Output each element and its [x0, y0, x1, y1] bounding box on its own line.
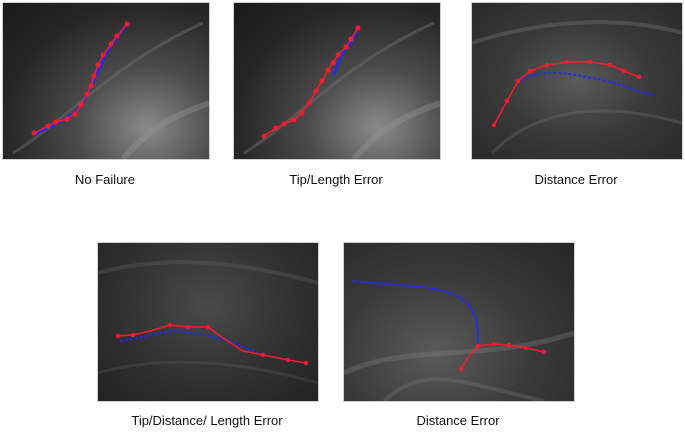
ground-truth-line — [519, 72, 655, 96]
panel-distance-error-2 — [343, 242, 575, 402]
caption-distance-error-1: Distance Error — [534, 172, 618, 187]
panel-no-failure — [2, 2, 210, 160]
angiogram-image-4 — [98, 260, 318, 385]
caption-distance-error-2: Distance Error — [416, 413, 500, 428]
angiogram-image-2 — [243, 21, 440, 159]
panel-distance-error-1 — [471, 2, 683, 160]
ground-truth-line — [351, 280, 479, 346]
ground-truth-line — [119, 329, 259, 354]
angiogram-image-5 — [344, 280, 574, 401]
caption-tip-length-error: Tip/Length Error — [289, 172, 383, 187]
prediction-line — [33, 23, 128, 134]
panel-tip-distance-length-error — [97, 242, 319, 402]
prediction-line — [493, 61, 640, 126]
prediction-line — [263, 27, 359, 137]
ground-truth-line — [332, 27, 360, 76]
caption-no-failure: No Failure — [75, 172, 135, 187]
panel-tip-length-error — [233, 2, 441, 160]
caption-tip-distance-length-error: Tip/Distance/ Length Error — [131, 413, 283, 428]
prediction-line — [117, 324, 307, 364]
angiogram-image-1 — [12, 21, 209, 159]
angiogram-image-3 — [472, 20, 682, 155]
